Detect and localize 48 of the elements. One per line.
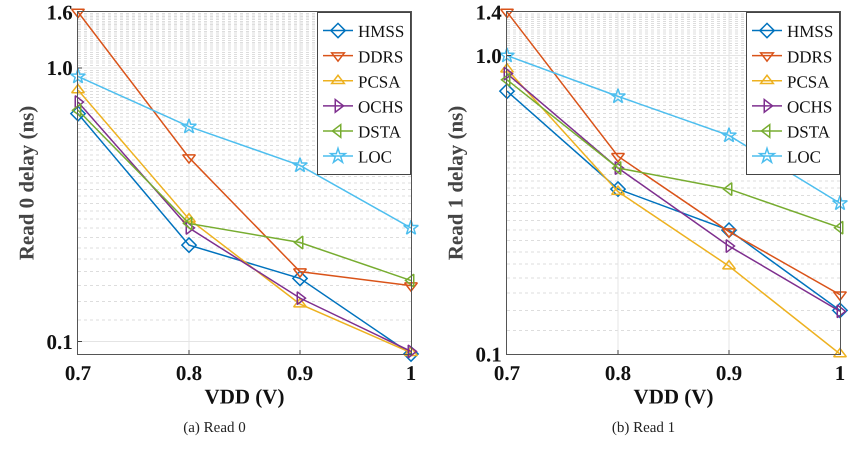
point (181, 237, 197, 254)
x-tick-label: 1 (834, 361, 846, 386)
point (721, 222, 737, 238)
legend-label: DSTA (358, 122, 402, 142)
legend-label: LOC (358, 148, 392, 167)
point (292, 298, 308, 308)
legend-label: PCSA (358, 72, 402, 92)
point (70, 106, 86, 122)
legend-label: PCSA (787, 72, 830, 92)
point (832, 302, 848, 318)
y-tick-label: 0.1 (46, 330, 73, 354)
x-tick-label: 0.8 (604, 361, 632, 386)
x-axis-title: VDD (V) (204, 384, 284, 408)
point (499, 83, 515, 100)
point (722, 260, 736, 270)
point (402, 219, 420, 235)
legend-label: DDRS (358, 47, 404, 66)
x-tick-label: 1 (406, 361, 416, 386)
legend-label: HMSS (787, 22, 834, 42)
point (182, 212, 196, 223)
x-tick-label: 0.8 (176, 361, 202, 386)
point (404, 346, 418, 356)
point (610, 88, 626, 104)
legend-label: OCHS (787, 97, 832, 116)
y-tick-label: 1.6 (46, 0, 73, 24)
point (610, 185, 626, 196)
y-tick-label: 1.0 (46, 56, 73, 80)
y-tick-label: 1.0 (476, 44, 502, 68)
text: (b) Read 1 (610, 420, 676, 437)
point (610, 181, 626, 197)
y-axis-title: Read 1 delay (ns) (444, 106, 468, 260)
x-tick-label: 0.9 (286, 361, 314, 386)
legend-label: DDRS (787, 47, 832, 66)
point (720, 127, 738, 142)
y-axis-title: Read 0 delay (ns) (14, 106, 39, 260)
legend-label: OCHS (358, 97, 404, 116)
legend-label: HMSS (358, 22, 404, 42)
legend-label: DSTA (787, 122, 831, 142)
text: (a) Read 0 (182, 420, 247, 437)
point (832, 194, 848, 210)
point (292, 156, 308, 172)
legend-label: LOC (787, 148, 821, 167)
point (180, 118, 198, 134)
y-tick-label: 1.4 (476, 0, 502, 24)
x-tick-label: 0.9 (716, 361, 742, 386)
x-tick-label: 0.7 (64, 361, 92, 386)
point (292, 270, 308, 286)
x-axis-title: VDD (V) (634, 384, 714, 408)
